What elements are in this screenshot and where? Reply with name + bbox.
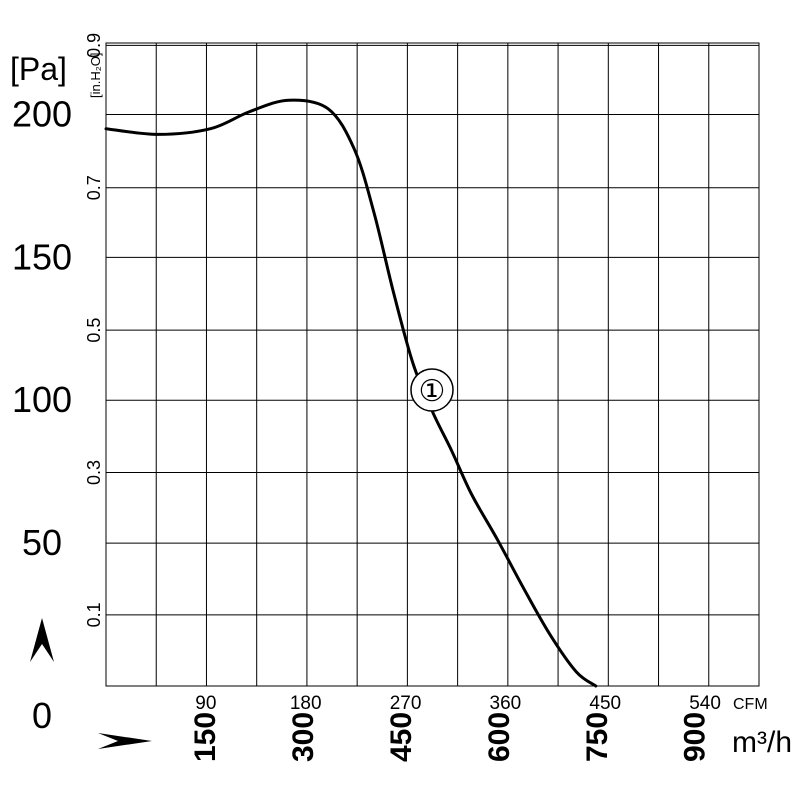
m3h-tick-label: 900: [679, 712, 712, 762]
cfm-tick-label: 450: [589, 693, 621, 714]
m3h-tick-label: 450: [385, 712, 418, 762]
m3h-tick-label: 150: [189, 712, 222, 762]
m3h-tick-label: 300: [287, 712, 320, 762]
inh2o-tick-label: 0.7: [84, 175, 104, 200]
pa-tick-label: 50: [22, 522, 62, 563]
pa-tick-label: 150: [12, 236, 72, 277]
pa-tick-label: 100: [12, 379, 72, 420]
x-axis-arrow-icon: [98, 733, 152, 749]
inh2o-unit-label: [in.H₂O]: [88, 53, 103, 99]
pa-tick-label: 200: [12, 93, 72, 134]
cfm-tick-label: 540: [689, 693, 721, 714]
chart-labels: 0 50 100 150 200 0.1 0.3 0.5 0.7 0.9 90 180 270 360 45…: [12, 33, 721, 762]
curve-1-marker-circle: [410, 368, 454, 412]
pa-tick-label: 0: [32, 695, 52, 736]
inh2o-tick-label: 0.9: [84, 33, 104, 58]
m3h-tick-label: 600: [483, 712, 516, 762]
cfm-tick-label: 360: [490, 693, 522, 714]
inh2o-tick-label: 0.1: [84, 602, 104, 627]
cfm-unit-label: CFM: [733, 696, 768, 713]
pa-unit-label: [Pa]: [10, 51, 67, 87]
y-axis-arrow-icon: [30, 618, 54, 662]
plot-frame: [105, 42, 760, 687]
curve-1-label: ①: [419, 374, 446, 409]
m3h-unit-label: m³/h: [732, 726, 792, 759]
cfm-tick-label: 270: [390, 693, 422, 714]
chart-grid: [106, 43, 760, 686]
curve-1-line: [104, 98, 598, 688]
cfm-tick-label: 180: [290, 693, 322, 714]
inh2o-tick-label: 0.3: [84, 460, 104, 485]
inh2o-tick-label: 0.5: [84, 318, 104, 343]
m3h-tick-label: 750: [581, 712, 614, 762]
cfm-tick-label: 90: [195, 693, 216, 714]
